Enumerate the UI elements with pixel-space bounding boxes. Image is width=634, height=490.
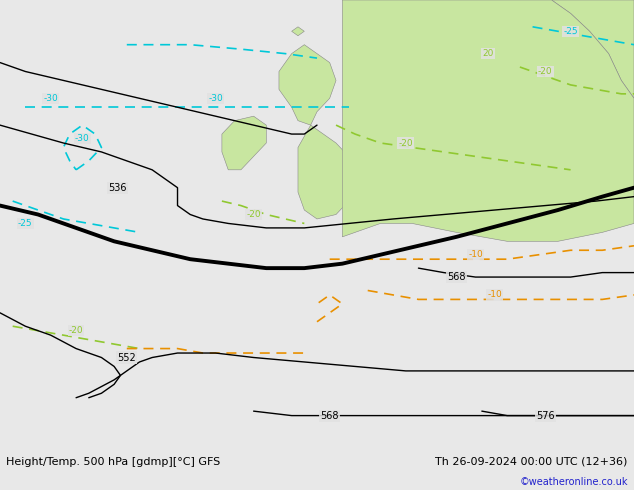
Text: -20: -20: [398, 139, 413, 147]
Text: ©weatheronline.co.uk: ©weatheronline.co.uk: [519, 477, 628, 487]
Text: 576: 576: [536, 411, 555, 420]
Text: Height/Temp. 500 hPa [gdmp][°C] GFS: Height/Temp. 500 hPa [gdmp][°C] GFS: [6, 457, 221, 467]
Text: -20: -20: [68, 326, 84, 335]
Text: -20: -20: [246, 210, 261, 219]
Text: -30: -30: [208, 94, 223, 103]
Text: -10: -10: [468, 250, 483, 259]
Text: 568: 568: [320, 411, 339, 420]
Text: -20: -20: [538, 67, 553, 76]
Polygon shape: [552, 0, 634, 98]
Text: -10: -10: [487, 291, 502, 299]
Text: 552: 552: [117, 352, 136, 363]
Text: 20: 20: [482, 49, 494, 58]
Polygon shape: [292, 27, 304, 36]
Text: 536: 536: [108, 183, 127, 193]
Polygon shape: [222, 116, 266, 170]
Text: 568: 568: [447, 272, 466, 282]
Text: -30: -30: [75, 134, 90, 143]
Text: -25: -25: [563, 27, 578, 36]
Polygon shape: [279, 45, 336, 125]
Text: -30: -30: [43, 94, 58, 103]
Text: Th 26-09-2024 00:00 UTC (12+36): Th 26-09-2024 00:00 UTC (12+36): [436, 457, 628, 467]
Polygon shape: [298, 125, 355, 219]
Polygon shape: [342, 0, 634, 241]
Text: -25: -25: [18, 219, 33, 228]
